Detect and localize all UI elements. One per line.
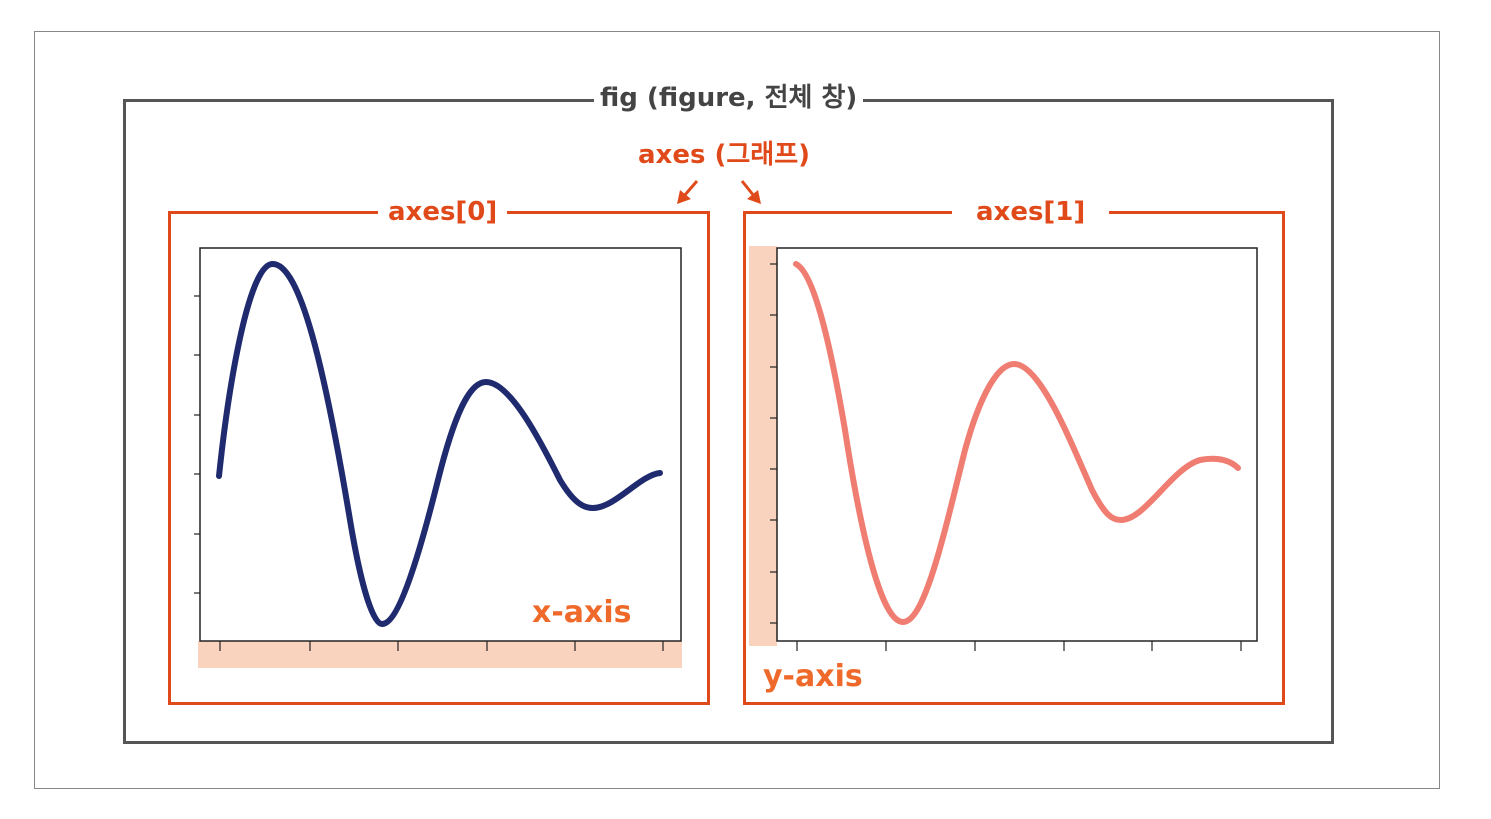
- axes1-frame: [743, 211, 1285, 705]
- axes1-y-ticks: [770, 263, 777, 624]
- axes0-x-ticks: [219, 641, 664, 651]
- axes1-plot-area: [776, 247, 1258, 642]
- axes0-label: axes[0]: [378, 199, 508, 225]
- axes1-label: axes[1]: [952, 199, 1110, 225]
- axes0-plot: [194, 247, 682, 668]
- x-axis-highlight: [198, 641, 682, 668]
- axes0-y-ticks: [194, 295, 200, 594]
- axes0-frame: [168, 211, 710, 705]
- outer-frame: [34, 31, 1440, 789]
- axes1-x-ticks: [796, 641, 1242, 651]
- axes0-plot-area: [199, 247, 682, 642]
- arrow-down-left-icon: [677, 180, 699, 204]
- fig-label: fig (figure, 전체 창): [594, 85, 864, 111]
- axes1-plot: [749, 246, 1258, 651]
- axes1-series-line: [793, 261, 1241, 625]
- x-axis-label: x-axis: [532, 595, 632, 630]
- axes0-series-line: [216, 261, 663, 627]
- y-axis-highlight: [749, 246, 777, 646]
- y-axis-label: y-axis: [763, 659, 863, 694]
- arrow-down-right-icon: [740, 180, 761, 204]
- axes-label: axes (그래프): [638, 140, 811, 170]
